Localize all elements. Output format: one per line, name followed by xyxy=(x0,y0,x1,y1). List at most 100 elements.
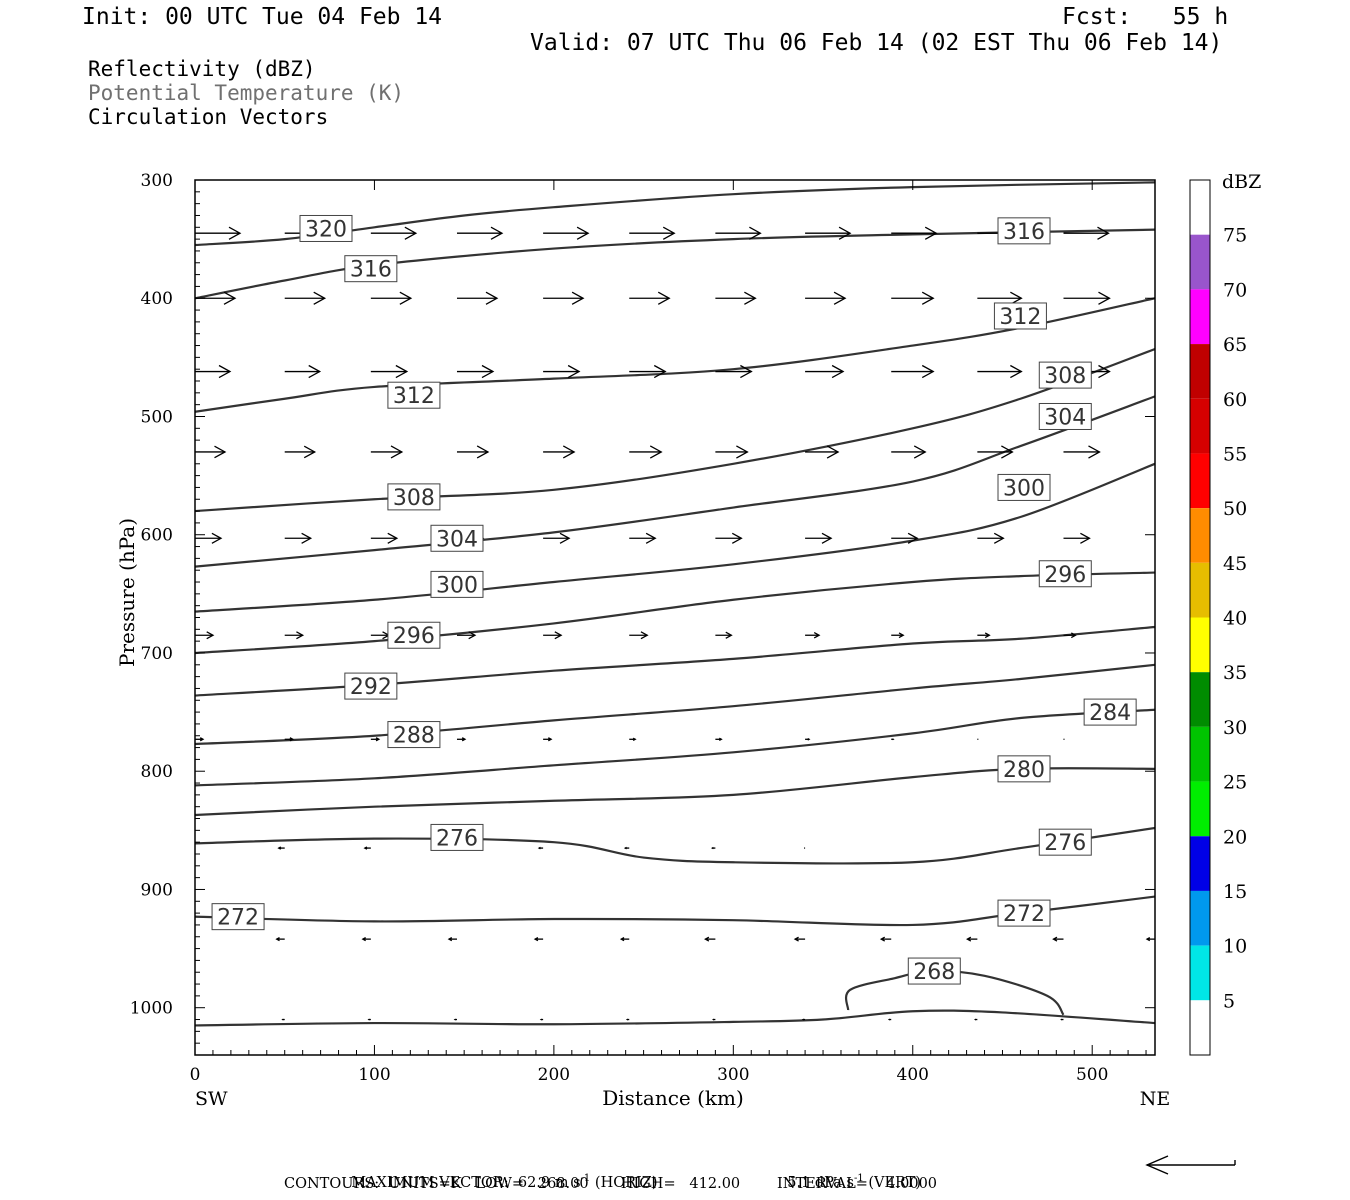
contour-label-box xyxy=(1083,698,1137,726)
colorbar-tick-label: 65 xyxy=(1223,334,1247,356)
contour-label: 304 xyxy=(436,527,478,552)
wind-vector xyxy=(370,445,404,459)
wind-vector xyxy=(891,291,935,305)
wind-vector xyxy=(456,737,467,742)
wind-vector xyxy=(1145,937,1155,942)
wind-vector xyxy=(543,291,585,305)
wind-vector-head xyxy=(554,631,563,640)
colorbar-segment xyxy=(1190,180,1210,235)
wind-vector-head xyxy=(395,364,409,379)
colorbar-segment xyxy=(1190,453,1210,509)
colorbar-segment xyxy=(1190,344,1210,399)
wind-vector xyxy=(370,737,381,742)
wind-vector xyxy=(966,936,978,942)
wind-vector-head xyxy=(657,291,671,305)
wind-vector xyxy=(370,226,418,240)
colorbar-segment xyxy=(1190,617,1210,673)
contour-label: 308 xyxy=(393,486,435,511)
wind-vector-head xyxy=(632,737,637,742)
wind-vector-head xyxy=(993,532,1005,544)
colorbar-tick-label: 75 xyxy=(1223,225,1247,247)
contour-label-box xyxy=(387,721,441,749)
wind-vector xyxy=(805,532,833,544)
wind-vector xyxy=(456,364,495,379)
wind-vector-head xyxy=(375,737,381,742)
wind-vector-head xyxy=(813,631,821,639)
wind-vector-head xyxy=(296,631,305,640)
wind-vector-head xyxy=(826,445,840,459)
wind-vector xyxy=(543,226,590,240)
contour-label: 300 xyxy=(1003,476,1045,501)
wind-vector-head xyxy=(1070,632,1077,639)
wind-vector-head xyxy=(744,291,757,305)
wind-vector-head xyxy=(399,291,413,305)
wind-vector xyxy=(195,364,232,379)
wind-vector xyxy=(623,846,630,850)
wind-vector xyxy=(712,1018,716,1021)
colorbar-tick-label: 40 xyxy=(1223,608,1247,630)
wind-vector xyxy=(711,846,716,850)
wind-vector-head xyxy=(281,1018,284,1021)
isentrope-296 xyxy=(195,571,1155,655)
wind-vector xyxy=(1063,226,1110,240)
wind-vector xyxy=(537,846,544,850)
wind-vector-head xyxy=(533,937,539,942)
wind-vector xyxy=(974,1018,978,1021)
wind-vector-head xyxy=(653,364,667,379)
wind-vector xyxy=(456,291,499,305)
colorbar-segment xyxy=(1190,508,1210,563)
wind-vector xyxy=(539,1018,544,1021)
wind-vector-head xyxy=(476,445,490,459)
y-tick-label: 300 xyxy=(141,171,173,191)
vert-vector-value: 5.1 dPa s xyxy=(787,1174,854,1191)
contour-label: 288 xyxy=(393,724,435,749)
wind-vector-head xyxy=(1060,1018,1063,1021)
reference-vector-head xyxy=(1145,1155,1169,1175)
wind-vector xyxy=(715,737,723,742)
isentrope-312 xyxy=(195,297,1155,413)
wind-vector xyxy=(805,226,852,240)
y-tick-label: 800 xyxy=(141,762,173,782)
wind-vector-head xyxy=(821,532,833,544)
wind-vector-head xyxy=(793,936,799,942)
colorbar-segment xyxy=(1190,781,1210,837)
wind-vector-head xyxy=(199,737,205,742)
wind-vector xyxy=(801,1018,806,1021)
wind-vector-head xyxy=(736,445,749,459)
contour-label-box xyxy=(993,302,1047,330)
init-time: Init: 00 UTC Tue 04 Feb 14 xyxy=(82,4,443,30)
colorbar-tick-label: 35 xyxy=(1223,662,1247,684)
wind-vector xyxy=(805,445,840,459)
wind-vector xyxy=(370,291,413,305)
x-end-right: NE xyxy=(1140,1088,1171,1110)
wind-vector-head xyxy=(1001,445,1014,459)
wind-vector xyxy=(195,631,215,640)
wind-vector xyxy=(281,1018,285,1021)
wind-vector xyxy=(361,937,371,942)
wind-vector xyxy=(284,445,317,459)
valid-time: Valid: 07 UTC Thu 06 Feb 14 (02 EST Thu … xyxy=(530,30,1223,56)
wind-vector xyxy=(891,532,919,544)
wind-vector xyxy=(805,737,811,741)
wind-vector xyxy=(977,364,1023,379)
y-tick-label: 1000 xyxy=(130,999,173,1019)
wind-vector-head xyxy=(576,226,590,240)
wind-vector xyxy=(629,737,637,742)
forecast-hour: Fcst: 55 h xyxy=(1062,4,1229,30)
contour-label-box xyxy=(997,473,1051,501)
wind-vector-head xyxy=(1088,445,1101,459)
max-vector-line: MAXIMUM VECTOR: 62.9 m s-1 (HORIZ) xyxy=(342,1157,657,1191)
contour-label: 316 xyxy=(1003,220,1045,245)
isentrope-288 xyxy=(195,663,1155,746)
wind-vector xyxy=(284,631,305,640)
wind-vector-head xyxy=(892,738,895,741)
isentrope-276 xyxy=(195,826,1155,865)
wind-vector-head xyxy=(662,226,676,240)
wind-vector-head xyxy=(711,846,714,850)
wind-vector-head xyxy=(831,364,845,379)
wind-vector xyxy=(456,631,477,640)
colorbar-segment xyxy=(1190,562,1210,618)
wind-vector-head xyxy=(619,937,625,942)
wind-vector xyxy=(805,631,821,639)
